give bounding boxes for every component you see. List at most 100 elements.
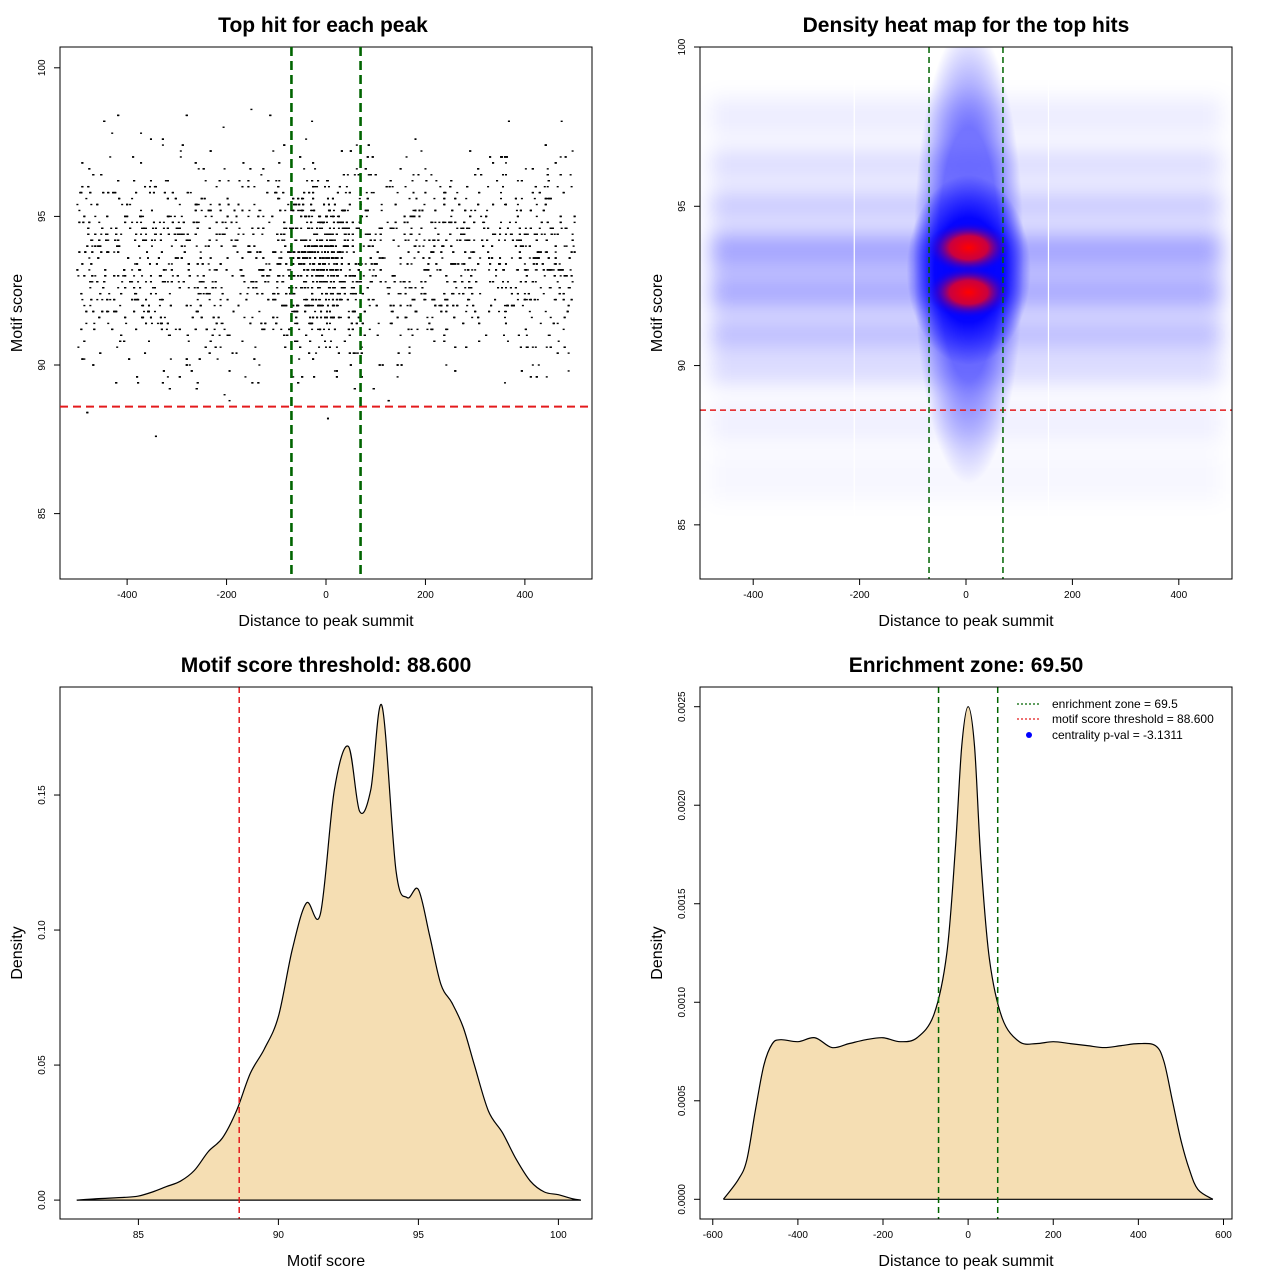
scatter-point xyxy=(545,346,548,348)
scatter-point xyxy=(492,233,495,235)
scatter-point xyxy=(388,287,391,289)
scatter-point xyxy=(316,281,319,283)
scatter-point xyxy=(499,257,502,259)
scatter-point xyxy=(147,304,150,307)
scatter-point xyxy=(291,227,294,229)
scatter-point xyxy=(136,376,139,378)
scatter-point xyxy=(153,239,156,241)
scatter-point xyxy=(545,239,548,241)
scatter-point xyxy=(116,346,119,348)
scatter-point xyxy=(159,316,162,319)
scatter-point xyxy=(450,221,453,224)
scatter-point xyxy=(365,215,368,218)
scatter-point xyxy=(87,227,90,229)
scatter-point xyxy=(267,298,270,301)
scatter-point xyxy=(83,358,86,360)
scatter-point xyxy=(409,304,412,307)
scatter-point xyxy=(89,191,92,194)
scatter-point xyxy=(483,227,486,229)
scatter-point xyxy=(340,263,343,265)
scatter-point xyxy=(202,275,205,277)
scatter-point xyxy=(558,287,561,289)
scatter-point xyxy=(459,239,462,241)
scatter-point xyxy=(463,221,466,224)
scatter-point xyxy=(514,221,517,224)
scatter-point xyxy=(235,221,238,224)
scatter-point xyxy=(465,197,468,200)
scatter-point xyxy=(559,156,562,158)
scatter-point xyxy=(106,233,109,235)
scatter-title: Top hit for each peak xyxy=(218,14,428,37)
scatter-point xyxy=(355,322,358,325)
scatter-point xyxy=(492,203,495,206)
scatter-point xyxy=(461,281,464,283)
scatter-point xyxy=(512,304,515,307)
scatter-point xyxy=(166,215,169,218)
scatter-point xyxy=(423,203,426,206)
scatter-point xyxy=(282,191,285,194)
scatter-point xyxy=(488,310,491,313)
scatter-point xyxy=(317,251,320,253)
scatter-point xyxy=(506,281,509,283)
scatter-point xyxy=(504,233,507,235)
scatter-point xyxy=(312,162,315,164)
scatter-point xyxy=(124,287,127,289)
scatter-point xyxy=(133,310,136,313)
scatter-point xyxy=(487,185,490,188)
scatter-point xyxy=(545,251,548,253)
scatter-point xyxy=(175,227,178,229)
scatter-point xyxy=(317,328,320,331)
scatter-point xyxy=(489,281,492,283)
scatter-point xyxy=(570,275,573,277)
scatter-point xyxy=(347,227,350,229)
scatter-point xyxy=(212,316,215,319)
scatter-point xyxy=(502,334,505,336)
scatter-point xyxy=(151,227,154,229)
scatter-point xyxy=(257,215,260,218)
scatter-point xyxy=(321,251,324,253)
scatter-point xyxy=(144,352,147,354)
scatter-point xyxy=(280,328,283,331)
scatter-point xyxy=(293,275,296,277)
scatter-point xyxy=(107,322,110,325)
scatter-point xyxy=(197,168,200,170)
scatter-point xyxy=(91,275,94,277)
scatter-point xyxy=(258,209,261,212)
scatter-point xyxy=(255,287,258,289)
scatter-point xyxy=(329,340,332,342)
scatter-point xyxy=(463,233,466,235)
scatter-point xyxy=(338,185,341,188)
scatter-point xyxy=(153,310,156,313)
scatter-point xyxy=(444,221,447,224)
scatter-point xyxy=(363,310,366,313)
scatter-point xyxy=(351,233,354,235)
scatter-point xyxy=(254,346,257,348)
scatter-point xyxy=(411,180,414,182)
scatter-point xyxy=(320,316,323,319)
scatter-point xyxy=(236,251,239,253)
scatter-point xyxy=(534,257,537,259)
scatter-point xyxy=(351,292,354,295)
scatter-point xyxy=(345,221,348,224)
scatter-point xyxy=(145,239,148,241)
scatter-point xyxy=(315,352,318,354)
scatter-point xyxy=(374,174,377,176)
scatter-point xyxy=(81,263,84,265)
scatter-point xyxy=(243,281,246,283)
scatter-point xyxy=(316,185,319,188)
scatter-point xyxy=(367,174,370,176)
scatter-point xyxy=(336,221,339,224)
scatter-point xyxy=(324,233,327,235)
scatter-point xyxy=(237,203,240,206)
scatter-point xyxy=(469,215,472,218)
scatter-point xyxy=(298,328,301,331)
scatter-point xyxy=(524,227,527,229)
scatter-point xyxy=(399,281,402,283)
scatter-point xyxy=(272,316,275,319)
scatter-point xyxy=(309,251,312,253)
scatter-point xyxy=(329,239,332,241)
scatter-point xyxy=(149,292,152,295)
scatter-point xyxy=(189,191,192,194)
scatter-point xyxy=(227,180,230,182)
scatter-point xyxy=(321,275,324,277)
